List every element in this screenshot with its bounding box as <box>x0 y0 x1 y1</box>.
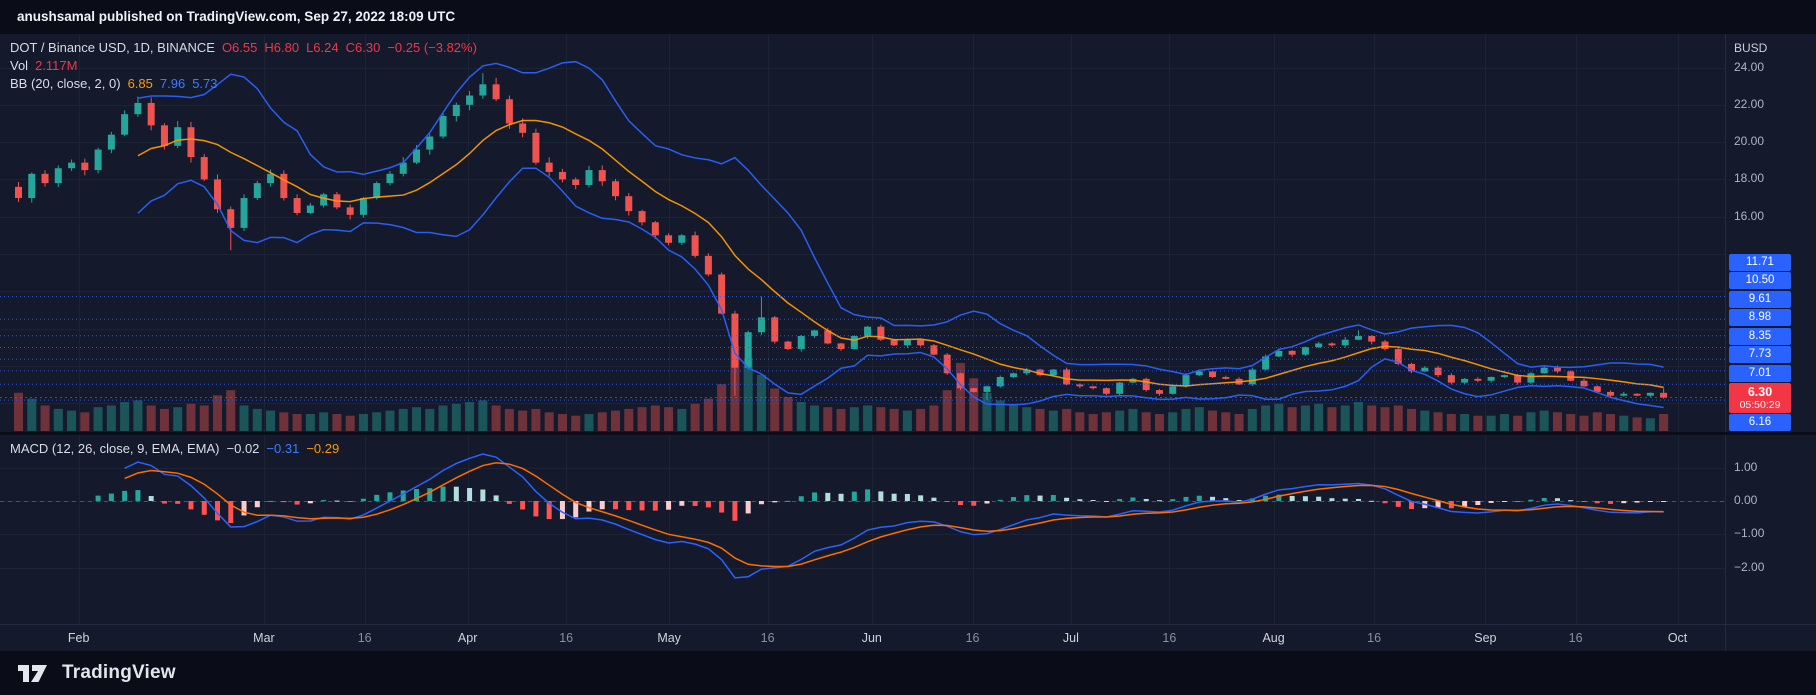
tradingview-wordmark[interactable]: TradingView <box>62 662 176 683</box>
price-level-badge: 7.01 <box>1729 364 1791 382</box>
price-level-badge: 8.98 <box>1729 309 1791 326</box>
time-tick-label: Aug <box>1262 631 1285 645</box>
bb-basis-value: 6.85 <box>127 76 153 91</box>
price-level-badge: 9.61 <box>1729 290 1791 308</box>
price-tick-label: 22.00 <box>1734 96 1765 111</box>
macd-label[interactable]: MACD (12, 26, close, 9, EMA, EMA) <box>10 441 220 456</box>
macd-tick-label: −1.00 <box>1734 526 1765 541</box>
price-level-badge: 7.73 <box>1729 346 1791 363</box>
time-tick-label: Feb <box>67 631 90 645</box>
price-axis[interactable]: BUSD 24.00 22.00 20.00 18.00 16.00 1.00 0.00 −1… <box>1725 34 1816 651</box>
price-tick-label: 20.00 <box>1734 134 1765 149</box>
chart-area[interactable]: DOT / Binance USD, 1D, BINANCE O6.55 H6.… <box>0 34 1816 651</box>
price-tick-label: 18.00 <box>1734 171 1765 186</box>
symbol-title[interactable]: DOT / Binance USD, 1D, BINANCE <box>10 40 215 55</box>
macd-tick-label: 1.00 <box>1734 459 1758 474</box>
time-tick-label: 16 <box>1568 631 1583 645</box>
time-tick-label: Jul <box>1062 631 1079 645</box>
price-pane[interactable] <box>0 34 1725 432</box>
macd-line-value: −0.31 <box>266 441 300 456</box>
macd-signal-value: −0.29 <box>306 441 340 456</box>
bb-upper-value: 7.96 <box>159 76 186 91</box>
price-level-badge: 10.50 <box>1729 272 1791 289</box>
macd-pane[interactable] <box>0 435 1725 624</box>
time-tick-label: 16 <box>559 631 574 645</box>
footer: TradingView <box>0 651 1816 695</box>
time-axis[interactable]: Feb Mar 16 Apr 16 May 16 Jun 16 Jul 16 Aug 16 Sep 16 Oc… <box>0 625 1725 651</box>
time-tick-label: Sep <box>1474 631 1497 645</box>
publish-banner: anushsamal published on TradingView.com,… <box>0 0 1816 34</box>
ohlc-close: C6.30 <box>345 40 381 55</box>
time-tick-label: 16 <box>1367 631 1382 645</box>
time-tick-label: Mar <box>253 631 275 645</box>
time-tick-label: 16 <box>1162 631 1177 645</box>
publish-text: anushsamal published on TradingView.com,… <box>17 9 456 24</box>
macd-hist-value: −0.02 <box>226 441 260 456</box>
time-tick-label: Apr <box>457 631 478 645</box>
ohlc-high: H6.80 <box>264 40 300 55</box>
time-tick-label: May <box>657 631 681 645</box>
time-tick-label: 16 <box>760 631 775 645</box>
pane-separator[interactable] <box>0 432 1816 435</box>
macd-legend: MACD (12, 26, close, 9, EMA, EMA) −0.02 … <box>10 441 339 459</box>
bb-label[interactable]: BB (20, close, 2, 0) <box>10 76 121 91</box>
ohlc-open: O6.55 <box>221 40 258 55</box>
price-tick-label: 24.00 <box>1734 59 1765 74</box>
macd-tick-label: −2.00 <box>1734 559 1765 574</box>
last-price-badge: 6.30 05:50:29 <box>1729 382 1791 413</box>
axis-currency-label[interactable]: BUSD <box>1734 41 1768 55</box>
price-level-badge: 6.16 <box>1729 413 1791 431</box>
tradingview-logo-icon[interactable] <box>15 660 51 687</box>
time-tick-label: 16 <box>357 631 372 645</box>
time-tick-label: Oct <box>1667 631 1688 645</box>
price-tick-label: 16.00 <box>1734 208 1765 223</box>
time-tick-label: 16 <box>965 631 980 645</box>
time-axis-border <box>0 624 1816 625</box>
price-legend: DOT / Binance USD, 1D, BINANCE O6.55 H6.… <box>10 40 477 94</box>
price-level-badge: 8.35 <box>1729 327 1791 345</box>
ohlc-change: −0.25 (−3.82%) <box>387 40 477 55</box>
macd-tick-label: 0.00 <box>1734 493 1758 507</box>
price-level-badge: 11.71 <box>1729 253 1791 271</box>
ohlc-low: L6.24 <box>306 40 339 55</box>
volume-label[interactable]: Vol <box>10 58 29 73</box>
volume-value: 2.117M <box>35 58 78 73</box>
bb-lower-value: 5.73 <box>192 76 218 91</box>
time-tick-label: Jun <box>861 631 882 645</box>
